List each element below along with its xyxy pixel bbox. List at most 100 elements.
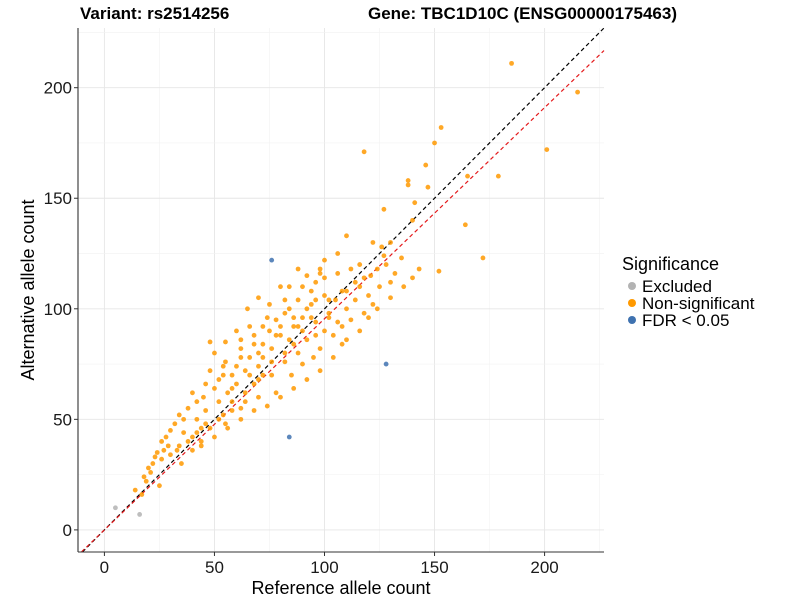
point-non-significant (317, 346, 323, 351)
point-non-significant (190, 390, 195, 396)
point-non-significant (245, 306, 250, 312)
point-non-significant (163, 434, 169, 440)
point-non-significant (198, 439, 204, 444)
y-tick-label: 100 (44, 300, 72, 319)
point-non-significant (335, 271, 341, 276)
point-non-significant (216, 377, 222, 382)
point-excluded (137, 512, 143, 517)
reference-lines (80, 27, 605, 553)
reference-line-identity (81, 27, 605, 553)
point-non-significant (304, 273, 310, 279)
point-non-significant (256, 350, 261, 356)
point-non-significant (388, 295, 393, 301)
point-non-significant (388, 240, 393, 245)
point-non-significant (256, 295, 261, 301)
point-non-significant (203, 421, 209, 427)
point-non-significant (344, 233, 349, 239)
point-non-significant (330, 355, 336, 360)
point-non-significant (370, 240, 376, 245)
point-non-significant (326, 310, 332, 316)
point-non-significant (308, 315, 314, 321)
point-non-significant (392, 271, 398, 276)
point-non-significant (405, 178, 411, 183)
grid-lines (78, 28, 604, 552)
x-axis-title: Reference allele count (251, 578, 430, 598)
point-non-significant (207, 339, 213, 345)
point-non-significant (141, 474, 147, 480)
x-tick-label: 100 (310, 558, 338, 577)
point-non-significant (251, 341, 257, 347)
point-non-significant (295, 266, 301, 272)
point-non-significant (289, 372, 294, 378)
point-non-significant (333, 297, 338, 303)
point-non-significant (251, 381, 257, 387)
point-non-significant (399, 255, 404, 261)
point-non-significant (203, 381, 209, 387)
point-non-significant (264, 403, 270, 409)
point-fdr-0-05 (269, 257, 275, 263)
point-non-significant (278, 324, 283, 329)
point-non-significant (465, 173, 470, 179)
point-non-significant (198, 425, 204, 431)
point-non-significant (238, 337, 244, 343)
point-non-significant (322, 257, 327, 263)
point-non-significant (273, 317, 279, 323)
reference-line-fit (80, 50, 605, 553)
point-non-significant (247, 324, 253, 329)
point-non-significant (361, 275, 367, 281)
point-non-significant (313, 297, 319, 303)
point-non-significant (388, 279, 393, 285)
point-non-significant (377, 284, 382, 290)
point-non-significant (242, 368, 248, 374)
point-non-significant (326, 297, 332, 303)
point-non-significant (344, 288, 349, 294)
point-non-significant (509, 60, 514, 66)
point-non-significant (295, 297, 301, 303)
point-non-significant (317, 271, 323, 276)
point-non-significant (207, 425, 213, 431)
point-non-significant (212, 350, 217, 356)
chart-title-gene: Gene: TBC1D10C (ENSG00000175463) (368, 4, 677, 23)
point-non-significant (381, 253, 387, 259)
point-non-significant (256, 394, 261, 400)
point-non-significant (190, 434, 195, 440)
legend-swatch-fdr-0-05 (628, 316, 636, 324)
point-non-significant (269, 372, 275, 378)
point-non-significant (194, 430, 200, 436)
point-non-significant (256, 377, 261, 382)
point-non-significant (282, 350, 288, 356)
point-non-significant (225, 390, 231, 396)
point-non-significant (352, 297, 358, 303)
point-non-significant (381, 206, 387, 212)
point-non-significant (152, 454, 158, 460)
legend-swatch-non-significant (628, 299, 636, 307)
point-non-significant (379, 244, 385, 250)
point-non-significant (238, 355, 244, 360)
data-points (113, 60, 580, 517)
point-non-significant (366, 293, 371, 298)
point-non-significant (480, 255, 486, 261)
point-non-significant (148, 470, 154, 475)
point-non-significant (462, 222, 468, 228)
point-non-significant (304, 337, 310, 343)
point-non-significant (238, 416, 244, 422)
point-non-significant (335, 319, 341, 325)
point-non-significant (317, 266, 323, 272)
point-non-significant (223, 421, 228, 427)
legend-title: Significance (622, 254, 719, 274)
point-non-significant (212, 434, 217, 440)
point-non-significant (267, 328, 272, 334)
point-non-significant (220, 412, 226, 418)
axes (77, 28, 604, 553)
chart-title-variant: Variant: rs2514256 (80, 4, 230, 23)
y-axis-title: Alternative allele count (18, 199, 38, 380)
point-non-significant (238, 405, 244, 411)
point-non-significant (161, 447, 167, 453)
point-non-significant (278, 284, 283, 290)
point-non-significant (495, 173, 501, 179)
point-non-significant (300, 361, 305, 367)
point-non-significant (291, 385, 297, 391)
point-non-significant (225, 425, 231, 431)
point-fdr-0-05 (383, 361, 389, 367)
point-non-significant (322, 328, 327, 334)
